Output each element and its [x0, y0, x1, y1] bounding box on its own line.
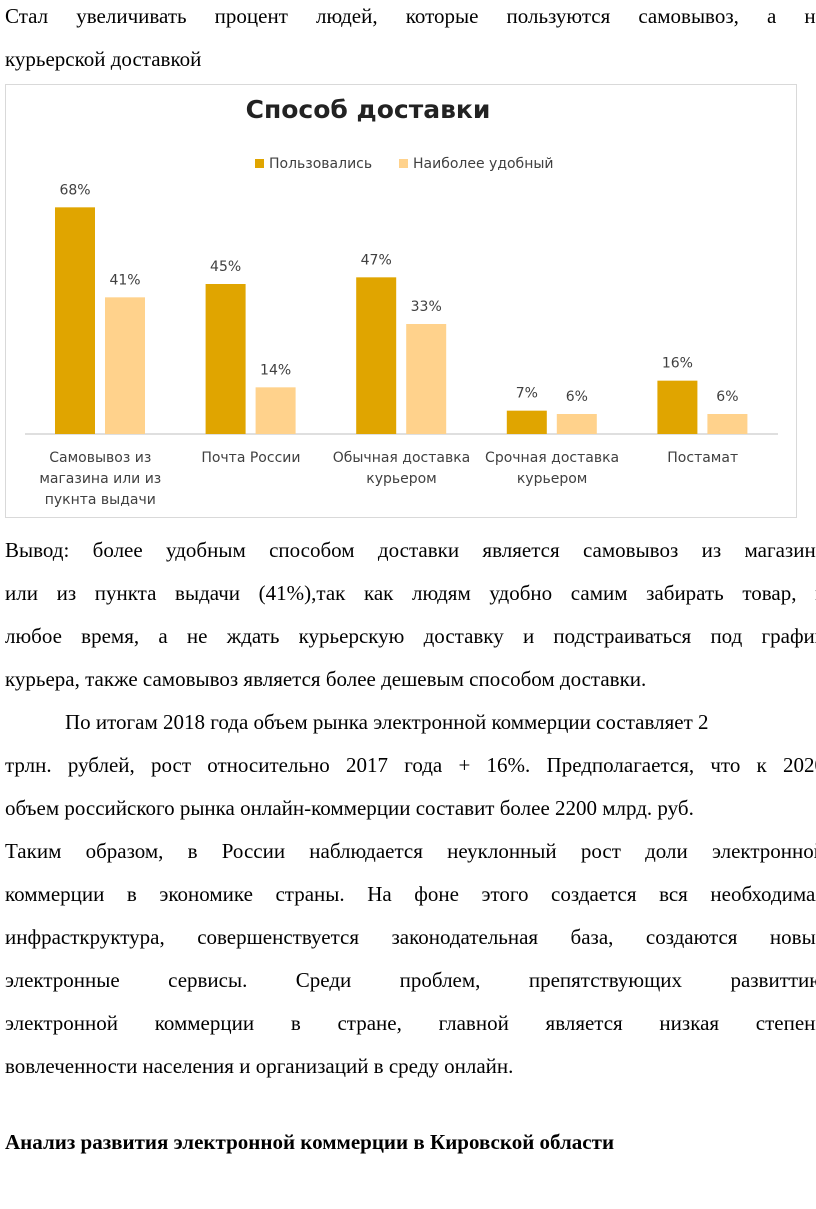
delivery-method-chart: Способ доставки Пользовались Наиболее удоб… [5, 84, 797, 518]
bar-1-4 [506, 410, 547, 434]
market-line-3: объем российского рынка онлайн-коммерции… [5, 796, 694, 820]
x-tick-label-5-1: Постамат [667, 450, 738, 466]
data-label-2-1: 41% [109, 272, 140, 288]
x-tick-label-4-1: Срочная доставка [485, 450, 619, 466]
market-line-9: вовлеченности населения и организаций в … [5, 1054, 514, 1078]
data-label-1-5: 16% [662, 356, 693, 372]
chart-title: Способ доставки [246, 95, 491, 124]
intro-line-2: курьерской доставкой [5, 47, 202, 71]
market-line-8: электронной коммерции в стране, главной … [5, 1011, 816, 1035]
legend-label-1: Пользовались [269, 156, 372, 172]
bar-2-3 [406, 324, 447, 434]
section-heading: Анализ развития электронной коммерции в … [5, 1130, 615, 1154]
x-tick-label-3-2: курьером [366, 471, 437, 487]
chart-svg: Способ доставки Пользовались Наиболее удоб… [25, 95, 778, 508]
data-label-2-3: 33% [411, 299, 442, 315]
bar-1-1 [55, 207, 95, 434]
market-line-4: Таким образом, в России наблюдается неук… [5, 839, 816, 863]
conclusion-line-2: или из пункта выдачи (41%),так как людям… [5, 581, 816, 605]
intro-line-1: Стал увеличивать процент людей, которые … [5, 4, 816, 28]
bar-2-4 [556, 414, 597, 434]
x-tick-label-2-1: Почта России [201, 450, 300, 466]
bar-1-3 [356, 277, 397, 434]
conclusion-line-4: курьера, также самовывоз является более … [5, 667, 647, 691]
data-label-2-2: 14% [260, 362, 291, 378]
x-tick-label-1-1: Самовывоз из [49, 450, 151, 466]
bar-2-2 [255, 387, 296, 434]
legend-label-2: Наиболее удобный [413, 156, 554, 172]
data-label-1-1: 68% [59, 182, 90, 198]
x-tick-label-1-2: магазина или из [39, 471, 161, 487]
bar-2-5 [707, 414, 748, 434]
bar-1-2 [205, 284, 246, 434]
data-label-2-5: 6% [716, 389, 738, 405]
market-line-7: электронные сервисы. Среди проблем, преп… [5, 968, 816, 992]
bar-1-5 [657, 380, 698, 434]
data-label-1-4: 7% [516, 386, 538, 402]
legend-swatch-2 [399, 159, 408, 168]
conclusion-line-3: любое время, а не ждать курьерскую доста… [5, 624, 816, 648]
market-line-6: инфрасткруктура, совершенствуется законо… [5, 925, 816, 949]
x-tick-label-4-2: курьером [517, 471, 588, 487]
x-tick-label-3-1: Обычная доставка [333, 450, 471, 466]
market-line-2: трлн. рублей, рост относительно 2017 год… [5, 753, 816, 777]
market-line-1: По итогам 2018 года объем рынка электрон… [65, 710, 709, 734]
x-tick-label-1-3: пукнта выдачи [45, 492, 156, 508]
market-line-5: коммерции в экономике страны. На фоне эт… [5, 882, 816, 906]
data-label-2-4: 6% [566, 389, 588, 405]
conclusion-line-1: Вывод: более удобным способом доставки я… [5, 538, 816, 562]
bar-2-1 [105, 297, 145, 434]
legend-swatch-1 [255, 159, 264, 168]
data-label-1-2: 45% [210, 259, 241, 275]
data-label-1-3: 47% [361, 252, 392, 268]
